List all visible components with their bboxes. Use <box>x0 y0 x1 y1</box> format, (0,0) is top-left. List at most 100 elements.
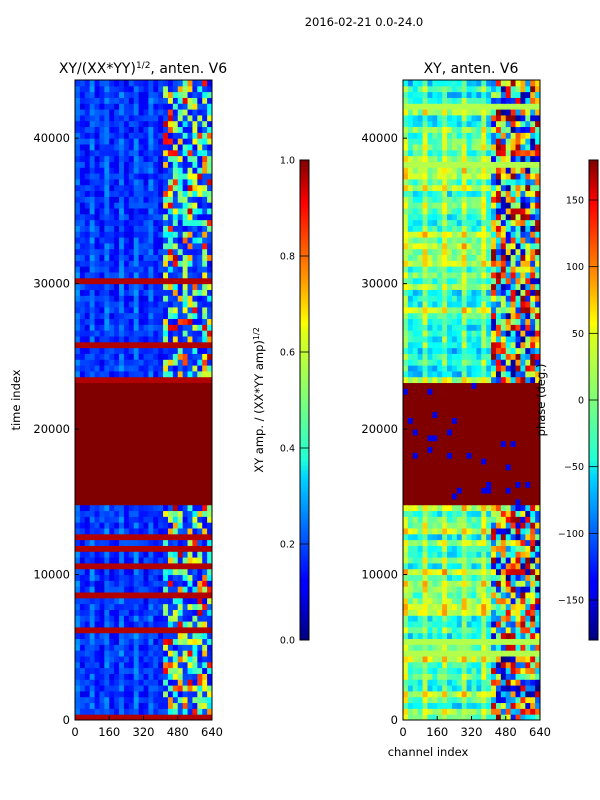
heatmap-cell <box>202 91 208 98</box>
heatmap-cell <box>432 568 438 576</box>
heatmap-cell <box>138 673 144 680</box>
heatmap-cell <box>104 370 110 378</box>
heatmap-cell <box>412 464 419 471</box>
heatmap-cell <box>530 446 536 453</box>
heatmap-cell <box>128 306 135 314</box>
heatmap-cell <box>89 539 96 546</box>
heatmap-cell <box>99 452 105 459</box>
heatmap-cell <box>104 103 110 110</box>
heatmap-cell <box>407 487 414 494</box>
heatmap-cell <box>128 161 135 168</box>
heatmap-cell <box>128 562 135 570</box>
heatmap-cell <box>89 533 96 541</box>
heatmap-cell <box>177 469 184 477</box>
heatmap-cell <box>481 498 487 506</box>
heatmap-cell <box>123 190 130 197</box>
heatmap-cell <box>94 650 100 657</box>
heatmap-cell <box>515 679 521 686</box>
heatmap-cell <box>412 702 419 709</box>
heatmap-cell <box>148 673 154 680</box>
heatmap-cell <box>123 673 130 680</box>
heatmap-cell <box>182 516 189 523</box>
heatmap-cell <box>407 365 414 372</box>
heatmap-cell <box>128 190 135 197</box>
heatmap-cell <box>447 417 453 424</box>
heatmap-cell <box>99 85 105 93</box>
heatmap-cell <box>187 644 193 651</box>
heatmap-cell <box>530 568 536 576</box>
heatmap-cell <box>153 603 159 610</box>
heatmap-cell <box>486 365 492 372</box>
heatmap-cell <box>119 394 125 401</box>
heatmap-cell <box>535 493 540 500</box>
heatmap-cell <box>163 155 169 162</box>
heatmap-cell <box>510 446 517 453</box>
heatmap-cell <box>119 382 125 389</box>
heatmap-cell <box>192 254 198 261</box>
heatmap-cell <box>99 574 105 581</box>
heatmap-cell <box>163 277 169 285</box>
heatmap-cell <box>123 562 130 570</box>
heatmap-cell <box>456 615 463 622</box>
heatmap-cell <box>481 592 487 599</box>
heatmap-cell <box>422 685 428 692</box>
heatmap-cell <box>403 516 409 523</box>
heatmap-cell <box>153 155 159 162</box>
heatmap-cell <box>197 446 203 453</box>
heatmap-cell <box>153 411 159 418</box>
heatmap-cell <box>158 225 164 232</box>
heatmap-cell <box>207 650 212 657</box>
heatmap-cell <box>167 597 174 605</box>
heatmap-cell <box>172 237 179 244</box>
heatmap-cell <box>432 417 438 424</box>
heatmap-cell <box>177 708 184 715</box>
heatmap-cell <box>123 132 130 139</box>
heatmap-cell <box>138 603 144 610</box>
heatmap-cell <box>79 504 86 512</box>
heatmap-cell <box>427 533 433 541</box>
heatmap-cell <box>89 301 96 308</box>
heatmap-cell <box>109 626 115 634</box>
heatmap-cell <box>94 208 100 215</box>
heatmap-cell <box>138 592 144 599</box>
heatmap-cell <box>403 656 409 663</box>
heatmap-cell <box>138 237 144 244</box>
heatmap-cell <box>177 208 184 215</box>
heatmap-cell <box>104 208 110 215</box>
heatmap-cell <box>182 318 189 325</box>
heatmap-cell <box>119 621 125 628</box>
heatmap-cell <box>153 493 159 500</box>
heatmap-cell <box>207 702 212 709</box>
heatmap-cell <box>182 434 189 442</box>
heatmap-cell <box>207 196 212 203</box>
heatmap-cell <box>207 126 212 133</box>
heatmap-cell <box>167 603 174 610</box>
heatmap-cell <box>417 353 424 360</box>
heatmap-cell <box>94 324 100 331</box>
heatmap-cell <box>471 551 477 558</box>
heatmap-cell <box>192 632 198 640</box>
heatmap-cell <box>412 493 419 500</box>
heatmap-cell <box>177 382 184 389</box>
heatmap-cell <box>535 661 540 669</box>
heatmap-cell <box>202 510 208 517</box>
heatmap-cell <box>153 144 159 151</box>
heatmap-cell <box>133 382 140 389</box>
heatmap-cell <box>158 452 164 459</box>
heatmap-cell <box>495 592 502 599</box>
heatmap-cell <box>417 580 424 587</box>
heatmap-cell <box>525 557 531 564</box>
heatmap-cell <box>202 574 208 581</box>
heatmap-cell <box>520 539 526 546</box>
heatmap-cell <box>515 714 521 720</box>
heatmap-cell <box>461 481 468 488</box>
heatmap-cell <box>153 301 159 308</box>
heatmap-cell <box>403 650 409 657</box>
heatmap-cell <box>412 528 419 535</box>
heatmap-cell <box>133 138 140 145</box>
heatmap-cell <box>138 464 144 471</box>
heatmap-cell <box>451 394 458 401</box>
heatmap-cell <box>187 568 193 576</box>
heatmap-cell <box>476 370 482 378</box>
heatmap-cell <box>432 498 438 506</box>
